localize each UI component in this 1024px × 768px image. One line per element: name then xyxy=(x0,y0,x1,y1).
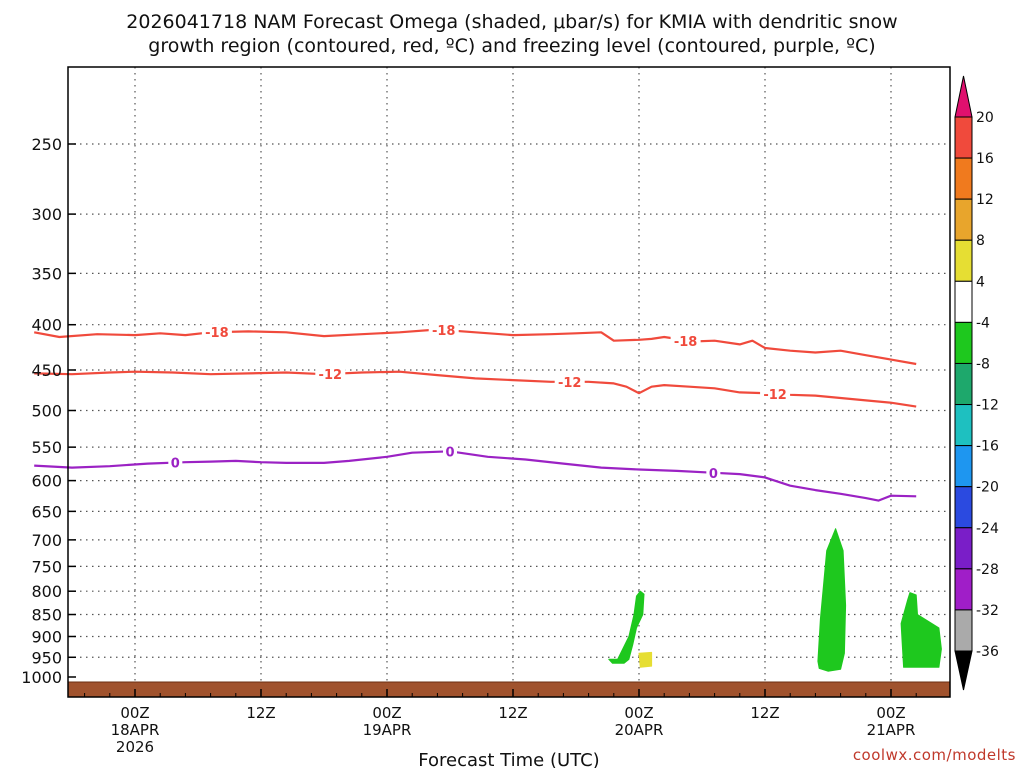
chart-title-line2: growth region (contoured, red, ºC) and f… xyxy=(148,35,875,57)
colorbar-label: 8 xyxy=(976,233,985,249)
contour-label: -12 xyxy=(558,376,582,391)
y-tick-label: 400 xyxy=(31,316,62,335)
x-tick-date: 18APR xyxy=(111,721,160,739)
y-tick-label: 550 xyxy=(31,438,62,457)
colorbar-label: 20 xyxy=(976,110,994,126)
colorbar-label: -28 xyxy=(976,562,999,578)
colorbar-label: 12 xyxy=(976,192,994,208)
contour-label-bg xyxy=(554,373,585,389)
colorbar-swatch xyxy=(954,609,973,652)
colorbar-top-arrow xyxy=(954,75,973,118)
omega-shading xyxy=(608,528,942,672)
x-tick-label: 12Z xyxy=(246,704,275,722)
y-tick-label: 950 xyxy=(31,648,62,667)
colorbar-swatch xyxy=(954,280,973,323)
y-tick-label: 500 xyxy=(31,402,62,421)
chart-title-line1: 2026041718 NAM Forecast Omega (shaded, μ… xyxy=(126,11,897,33)
colorbar-label: -20 xyxy=(976,480,999,496)
contour-label-bg xyxy=(670,332,701,348)
contour-label-bg xyxy=(760,385,791,401)
colorbar-bottom-arrow xyxy=(954,650,973,691)
x-tick-label: 12Z xyxy=(498,704,527,722)
contour-label-bg xyxy=(168,454,183,470)
contour-label: 0 xyxy=(171,457,180,472)
colorbar-swatch xyxy=(954,404,973,447)
omega-shaded-region xyxy=(608,590,645,664)
colorbar-label: -8 xyxy=(976,356,990,372)
contour-label: -18 xyxy=(674,335,698,350)
y-tick-label: 1000 xyxy=(21,668,62,687)
colorbar-swatch xyxy=(954,321,973,364)
colorbar-swatch xyxy=(954,527,973,570)
colorbar-swatch xyxy=(954,198,973,241)
contour-label-bg xyxy=(706,464,721,480)
temperature-contours: -18 -18 -18 -12 -12 -12 0 0 0 xyxy=(33,321,917,502)
plot-background xyxy=(68,67,950,697)
x-tick-date: 19APR xyxy=(363,721,412,739)
terrain-fill xyxy=(68,681,950,697)
contour-label: 0 xyxy=(709,467,718,482)
x-tick-label: 00Z xyxy=(372,704,401,722)
colorbar-swatch xyxy=(954,157,973,200)
x-tick-label: 00Z xyxy=(120,704,149,722)
contour-label-bg xyxy=(443,443,457,459)
colorbar-swatch xyxy=(954,568,973,611)
colorbar-label: -32 xyxy=(976,603,999,619)
x-tick-year: 2026 xyxy=(116,738,154,756)
y-axis-ticks: 250 300 350 400 450 500 550 600 650 700 750 800 850 9… xyxy=(21,135,76,687)
credit-text: coolwx.com/modelts xyxy=(853,746,1016,764)
x-tick-label: 12Z xyxy=(750,704,779,722)
y-tick-label: 300 xyxy=(31,205,62,224)
contour-label: -12 xyxy=(763,388,787,403)
contour-label: -18 xyxy=(205,326,229,341)
contour-label-bg xyxy=(428,321,459,337)
x-tick-label: 00Z xyxy=(624,704,653,722)
y-tick-label: 750 xyxy=(31,557,62,576)
colorbar-label: -24 xyxy=(976,521,999,537)
colorbar-label: -36 xyxy=(976,644,999,660)
colorbar-label: 16 xyxy=(976,151,994,167)
contour-line xyxy=(34,370,917,408)
omega-shaded-region xyxy=(638,651,653,668)
omega-colorbar: 20 16 12 8 4 -4 -8 -12 -16 -20 -24 -28 -32 -36 xyxy=(954,75,999,691)
contour-label-bg xyxy=(315,365,346,381)
contour-label: -12 xyxy=(319,368,343,383)
colorbar-swatch xyxy=(954,116,973,159)
colorbar-swatch xyxy=(954,486,973,529)
contour-label: -18 xyxy=(432,324,456,339)
colorbar-label: -12 xyxy=(976,398,999,414)
omega-shaded-region xyxy=(900,592,942,668)
y-tick-label: 350 xyxy=(31,264,62,283)
x-tick-date: 20APR xyxy=(615,721,664,739)
x-tick-label: 00Z xyxy=(876,704,905,722)
colorbar-label: -4 xyxy=(976,315,990,331)
contour-label: 0 xyxy=(445,445,454,460)
y-tick-label: 900 xyxy=(31,627,62,646)
y-tick-label: 650 xyxy=(31,502,62,521)
y-tick-label: 850 xyxy=(31,606,62,625)
x-axis-label: Forecast Time (UTC) xyxy=(418,750,599,768)
colorbar-swatch xyxy=(954,445,973,488)
x-tick-date: 21APR xyxy=(867,721,916,739)
colorbar-swatch xyxy=(954,362,973,406)
plot-frame xyxy=(67,66,951,698)
y-tick-label: 600 xyxy=(31,472,62,491)
y-tick-label: 450 xyxy=(31,361,62,380)
contour-line xyxy=(33,328,917,366)
colorbar-label: -16 xyxy=(976,439,999,455)
y-tick-label: 700 xyxy=(31,531,62,550)
y-tick-label: 250 xyxy=(31,135,62,154)
omega-shaded-region xyxy=(817,528,847,672)
contour-label-bg xyxy=(201,324,232,340)
colorbar-swatch xyxy=(954,239,973,282)
y-tick-label: 800 xyxy=(31,582,62,601)
terrain-band xyxy=(68,681,950,697)
contour-line xyxy=(34,450,917,502)
colorbar-label: 4 xyxy=(976,274,985,290)
